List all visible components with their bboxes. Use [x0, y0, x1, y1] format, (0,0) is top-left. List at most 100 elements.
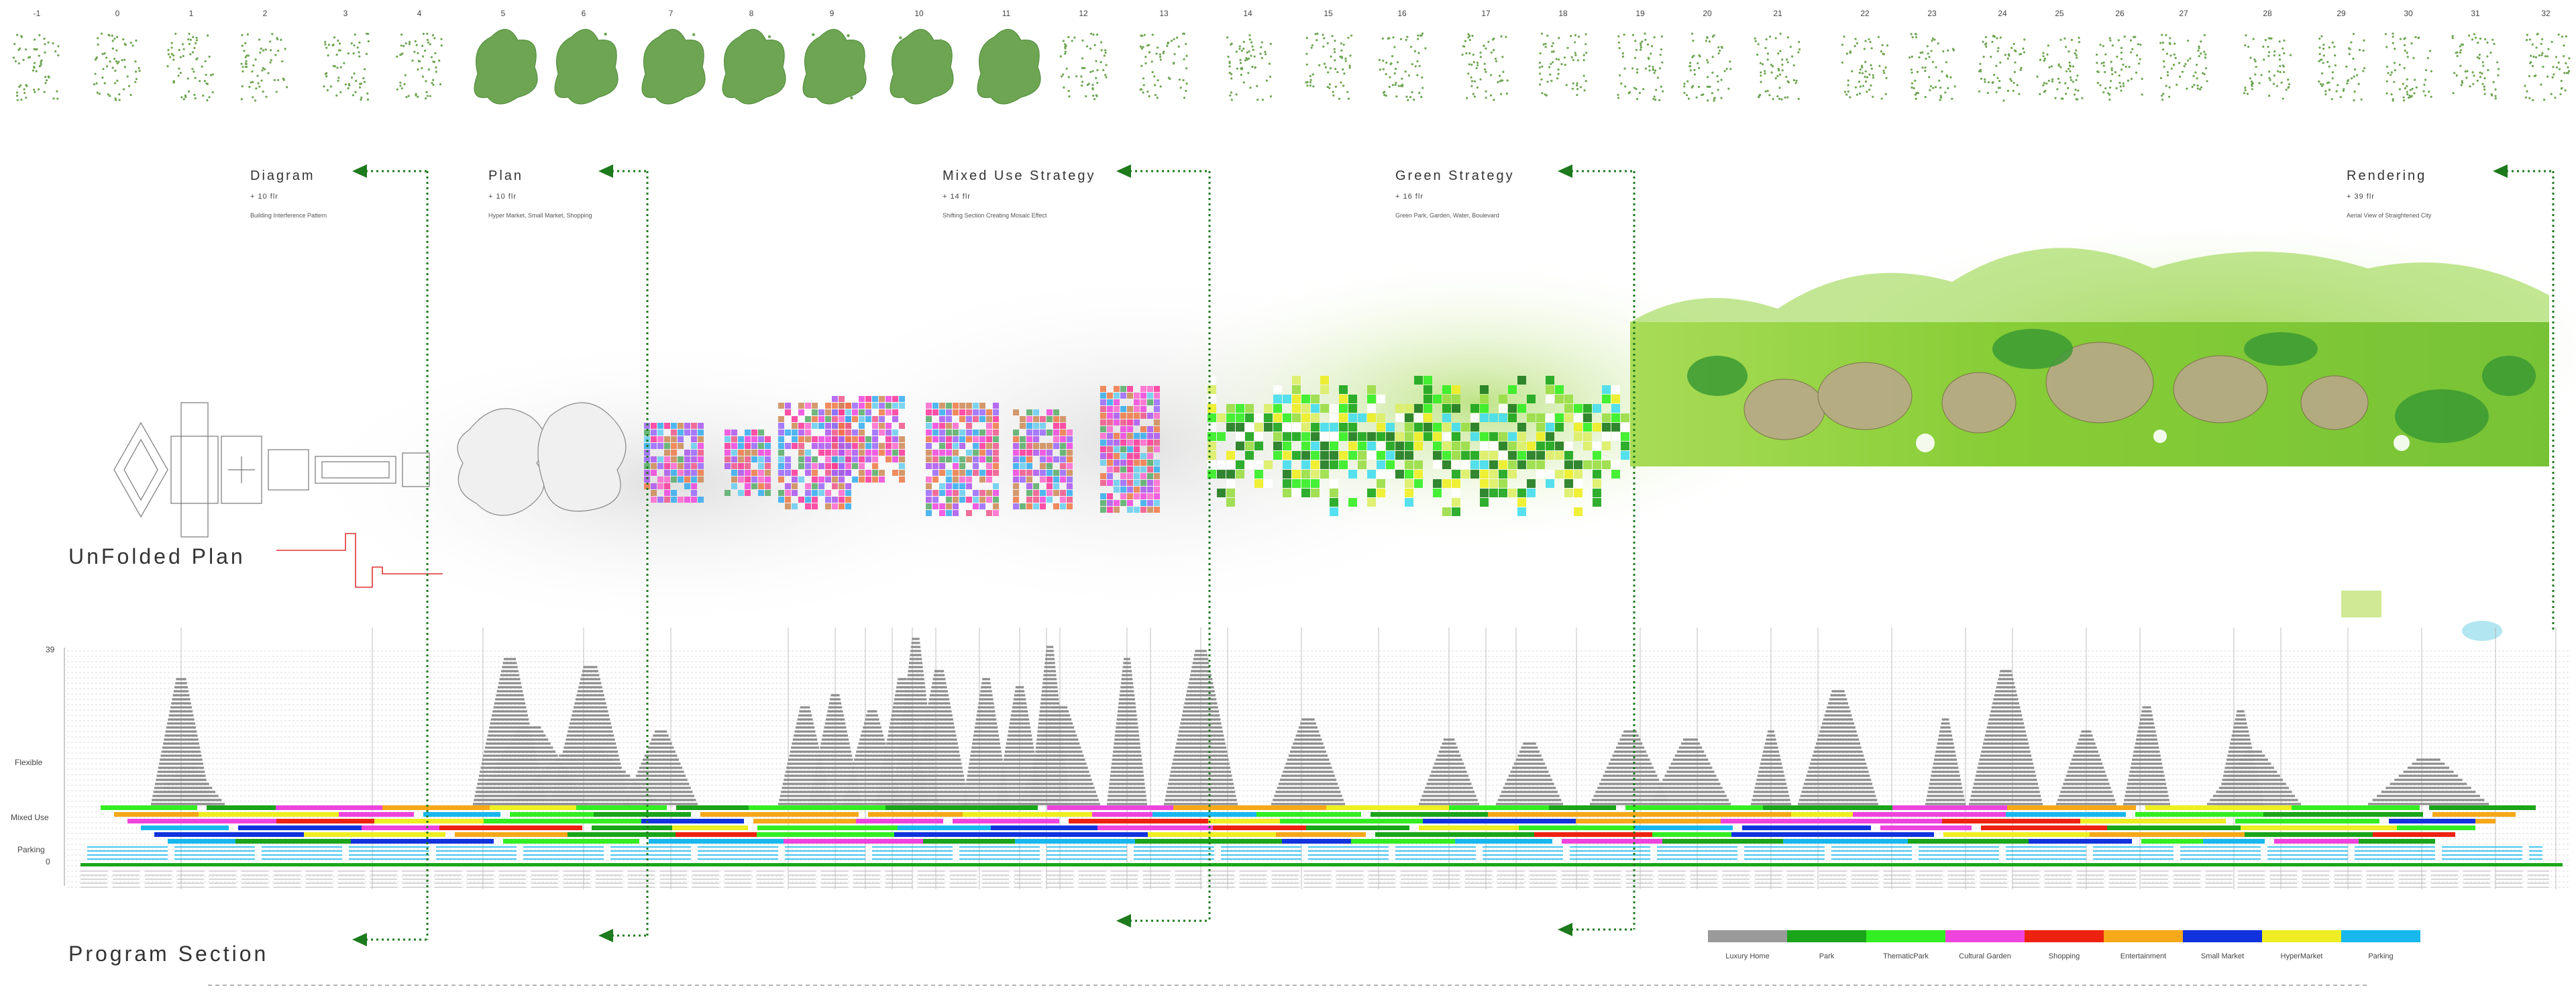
program-band-segment [2090, 832, 2245, 837]
stage-description: Building Interference Pattern [250, 212, 327, 219]
stage-heading: Mixed Use Strategy + 14 flr Shifting Secti… [943, 168, 1094, 219]
program-band-segment [1576, 819, 1721, 823]
mosaic-cluster [1100, 386, 1160, 513]
stage-connector [598, 164, 649, 942]
floor-number-label: 32 [2541, 9, 2551, 18]
program-band-segment [1173, 805, 1326, 810]
program-band-segment [953, 819, 1059, 823]
tree-cluster [1538, 32, 1588, 97]
building-peak [1751, 730, 1791, 805]
floor-number-label: 5 [501, 9, 506, 18]
mosaic-cluster [926, 403, 999, 516]
tree-cluster [166, 32, 214, 102]
program-band-segment [238, 825, 362, 830]
program-band-segment [1213, 825, 1306, 830]
floor-number-label: 16 [1397, 9, 1407, 18]
tree-cluster [12, 34, 60, 101]
program-band-segment [2080, 819, 2226, 823]
program-band-segment [351, 839, 494, 844]
mosaic-cluster [724, 430, 771, 496]
arrow-left-icon [1558, 164, 1572, 178]
unfolded-plan-title: UnFolded Plan [68, 544, 246, 568]
program-band-segment [784, 839, 923, 844]
program-section-grid [67, 628, 2569, 889]
program-band-segment [1853, 812, 2006, 817]
building-peak [909, 670, 969, 805]
legend-label: ThematicPark [1883, 952, 1929, 960]
tree-cluster [641, 29, 706, 105]
program-band-segment [235, 839, 351, 844]
program-band-segment [641, 819, 744, 823]
floor-number-label: 6 [582, 9, 586, 18]
program-band-segment [2141, 839, 2203, 844]
legend-swatch [2183, 930, 2262, 942]
tree-cluster [323, 32, 370, 101]
building-peak [1969, 670, 2043, 805]
tree-cluster [474, 29, 538, 105]
program-band-segment [490, 805, 576, 810]
building-peak [2056, 730, 2116, 805]
program-band-segment [382, 805, 490, 810]
legend-swatch [2025, 930, 2104, 942]
floor-number-label: 22 [1860, 9, 1870, 18]
tree-cluster [1378, 32, 1427, 101]
program-band-segment [423, 812, 500, 817]
tree-cluster [802, 29, 867, 105]
program-band-segment [1943, 832, 2090, 837]
program-band-segment [700, 812, 859, 817]
program-band-segment [2263, 812, 2423, 817]
program-band-segment [1280, 819, 1423, 823]
floor-number-label: 15 [1324, 9, 1333, 18]
program-band-segment [753, 819, 856, 823]
legend-swatch [1945, 930, 2025, 942]
tree-cluster [2384, 32, 2433, 102]
section-axis: 39 Flexible Mixed Use Parking 0 [11, 645, 65, 886]
stage-description: Hyper Market, Small Market, Shopping [488, 212, 592, 219]
program-band-segment [1152, 812, 1256, 817]
program-band-segment [1942, 819, 2080, 823]
mixed-use-mosaic [644, 386, 1160, 516]
axis-mixed-use-label: Mixed Use [11, 813, 49, 822]
legend-label: HyperMarket [2281, 952, 2323, 960]
program-band-segment [2429, 805, 2536, 810]
stage-connector [1558, 164, 1635, 936]
tree-cluster [1305, 32, 1353, 100]
floor-number-label: 26 [2115, 9, 2125, 18]
program-band-segment [127, 819, 276, 823]
building-peak [1925, 718, 1966, 805]
arrow-left-icon [1116, 914, 1131, 928]
program-band-segment [1097, 825, 1213, 830]
program-band-segment [2241, 825, 2397, 830]
floor-number-label: 25 [2055, 9, 2064, 18]
tree-cluster [1617, 32, 1664, 101]
stage-description: Green Park, Garden, Water, Boulevard [1395, 212, 1499, 219]
program-band-segment [1562, 839, 1662, 844]
program-band-segment [1721, 819, 1866, 823]
stage-floor-count: + 14 flr [943, 193, 971, 201]
building-peak [842, 710, 902, 805]
green-strategy-grid [1208, 376, 1629, 516]
building-peak [1107, 658, 1147, 805]
stage-connector [1116, 164, 1211, 928]
program-band-segment [1038, 832, 1148, 837]
tree-cluster [1059, 32, 1108, 101]
tree-cluster [93, 32, 141, 101]
tree-cluster [396, 32, 443, 100]
arrow-left-icon [2493, 164, 2508, 178]
program-band-segment [1069, 819, 1208, 823]
program-band-segment [576, 805, 667, 810]
program-band-segment [101, 805, 197, 810]
tree-cluster [722, 29, 786, 105]
program-band-segment [1519, 825, 1634, 830]
legend-swatch [2104, 930, 2183, 942]
program-band-segment [1791, 812, 1853, 817]
program-band-segment [199, 812, 339, 817]
program-band-segment [1534, 832, 1652, 837]
program-band-segment [1981, 825, 2107, 830]
program-band-segment [2203, 839, 2265, 844]
program-band-segment [2292, 805, 2420, 810]
legend-swatch [2262, 930, 2341, 942]
floor-number-label: 4 [417, 9, 422, 18]
program-band-segment [1908, 839, 2029, 844]
program-band-segment [484, 819, 641, 823]
